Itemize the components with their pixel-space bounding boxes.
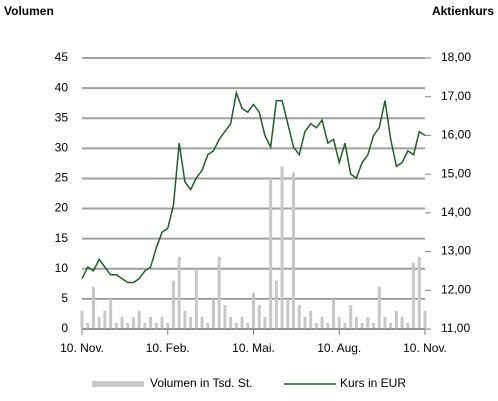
volume-bar [109, 298, 113, 329]
y2-tick-label: 11,00 [441, 321, 470, 335]
volume-bar [360, 322, 364, 329]
volume-bar [292, 172, 296, 329]
volume-bar [143, 322, 147, 329]
y-tick-label: 30 [55, 141, 69, 155]
volume-bar [126, 322, 130, 329]
volume-bar [286, 298, 290, 329]
volume-bar [400, 316, 404, 329]
volume-bar [154, 322, 158, 329]
y-tick-label: 40 [55, 80, 69, 94]
volume-bar [280, 166, 284, 329]
volume-bar [423, 310, 427, 329]
volume-bar [366, 316, 370, 329]
volume-bar [234, 322, 238, 329]
volume-bar [194, 268, 198, 329]
volume-bar [326, 322, 330, 329]
volume-bar [332, 298, 336, 329]
volume-bar [320, 316, 324, 329]
y2-tick-label: 12,00 [441, 282, 471, 296]
y-tick-label: 15 [55, 231, 69, 245]
volume-bar [114, 322, 118, 329]
volume-bar [171, 280, 175, 329]
volume-bar [149, 316, 153, 329]
volume-bar [263, 316, 267, 329]
volume-bar [417, 256, 421, 329]
volume-bar [206, 322, 210, 329]
volume-bar [314, 322, 318, 329]
y-tick-label: 25 [55, 171, 69, 185]
y-tick-label: 10 [55, 261, 69, 275]
volume-bar [246, 322, 250, 329]
volume-bar [103, 310, 107, 329]
volume-bar [240, 316, 244, 329]
volume-bar [131, 316, 135, 329]
volume-bar [297, 304, 301, 329]
volume-bar [177, 256, 181, 329]
volume-bar [229, 316, 233, 329]
volume-bar [86, 322, 90, 329]
volume-bar [406, 322, 410, 329]
y-tick-label: 5 [61, 291, 68, 305]
volume-bar [223, 304, 227, 329]
volume-bar [377, 286, 381, 329]
y2-tick-label: 15,00 [441, 166, 471, 180]
volume-bar [354, 316, 358, 329]
volume-bar [252, 292, 255, 329]
volume-bar [160, 316, 164, 329]
price-line [81, 90, 426, 284]
volume-bar [372, 322, 376, 329]
volume-bar [183, 310, 187, 329]
y2-tick-label: 14,00 [441, 205, 471, 219]
y2-tick-label: 16,00 [441, 128, 471, 142]
x-tick-label: 10. Aug. [317, 341, 361, 355]
volume-bar [217, 256, 221, 329]
y2-tick-label: 17,00 [441, 89, 471, 103]
volume-bar [274, 280, 278, 329]
volume-bar [120, 316, 124, 329]
volume-bar [309, 310, 313, 329]
x-tick-label: 10. Feb. [146, 341, 190, 355]
y2-tick-label: 13,00 [441, 244, 471, 258]
volume-bar [383, 316, 387, 329]
volume-bar [394, 310, 398, 329]
volume-bar [91, 286, 95, 329]
x-tick-label: 10. Nov. [403, 341, 447, 355]
volume-bar [389, 322, 393, 329]
volume-bar [200, 316, 204, 329]
y-tick-label: 0 [61, 321, 68, 335]
volume-bar [343, 322, 347, 329]
volume-bar [211, 298, 215, 329]
volume-bar [80, 310, 84, 329]
volume-bar [189, 316, 193, 329]
legend-label: Volumen in Tsd. St. [150, 376, 253, 390]
y2-axis-title: Aktienkurs [432, 4, 494, 18]
y-tick-label: 45 [55, 50, 69, 64]
volume-bar [269, 178, 273, 329]
x-tick-label: 10. Mai. [232, 341, 275, 355]
legend-swatch [92, 381, 144, 387]
y-tick-label: 20 [55, 201, 69, 215]
legend-label: Kurs in EUR [340, 376, 406, 390]
volume-bar [349, 304, 353, 329]
x-tick-label: 10. Nov. [60, 341, 104, 355]
y-axis-title: Volumen [4, 4, 54, 18]
y-tick-label: 35 [55, 110, 69, 124]
y2-tick-label: 18,00 [441, 50, 471, 64]
volume-bar [97, 316, 101, 329]
volume-bar [337, 316, 341, 329]
volume-bar [257, 304, 261, 329]
volume-bar [303, 316, 307, 329]
volume-bar [166, 322, 170, 329]
volume-bar [137, 310, 141, 329]
volume-bar [412, 262, 416, 329]
